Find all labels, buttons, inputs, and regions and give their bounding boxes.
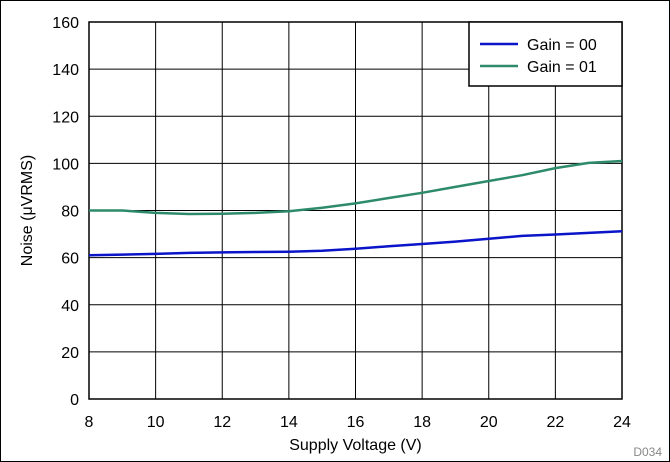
y-tick-label: 20 <box>61 345 79 362</box>
y-tick-label: 100 <box>52 156 79 173</box>
y-axis-title: Noise (μVRMS) <box>19 155 36 266</box>
figure-id: D034 <box>633 445 662 459</box>
x-tick-labels: 8 10 12 14 16 18 20 22 24 <box>85 414 631 431</box>
y-tick-label: 120 <box>52 109 79 126</box>
x-tick-label: 8 <box>85 414 94 431</box>
y-tick-label: 80 <box>61 204 79 221</box>
y-tick-label: 60 <box>61 251 79 268</box>
x-axis-title: Supply Voltage (V) <box>289 437 422 454</box>
x-tick-label: 18 <box>413 414 431 431</box>
legend-label-gain-01: Gain = 01 <box>527 59 597 76</box>
legend-label-gain-00: Gain = 00 <box>527 37 597 54</box>
x-tick-label: 10 <box>147 414 165 431</box>
x-tick-label: 14 <box>280 414 298 431</box>
x-tick-label: 22 <box>546 414 564 431</box>
legend: Gain = 00 Gain = 01 <box>468 21 623 87</box>
series-layer <box>88 159 623 257</box>
x-tick-label: 20 <box>480 414 498 431</box>
y-tick-label: 160 <box>52 15 79 32</box>
series-line-gain-00 <box>88 229 623 257</box>
y-tick-label: 140 <box>52 62 79 79</box>
y-tick-label: 40 <box>61 298 79 315</box>
series-line-gain-01 <box>89 159 623 216</box>
x-tick-label: 12 <box>213 414 231 431</box>
x-tick-label: 16 <box>347 414 365 431</box>
y-tick-labels: 0 20 40 60 80 100 120 140 160 <box>52 15 79 409</box>
y-tick-label: 0 <box>70 392 79 409</box>
x-tick-label: 24 <box>613 414 631 431</box>
legend-box <box>468 21 623 87</box>
